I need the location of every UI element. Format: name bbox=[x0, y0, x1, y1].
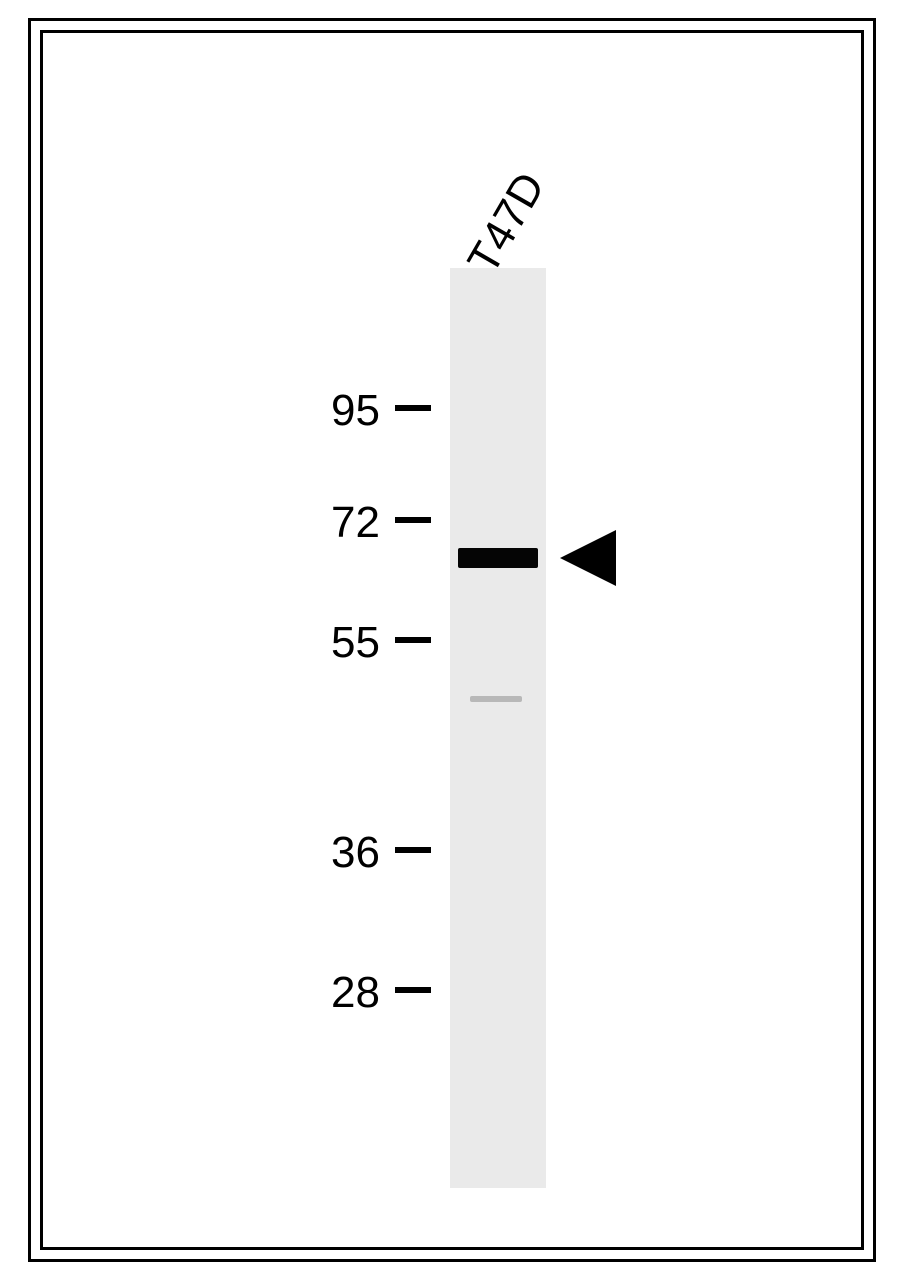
marker-label: 72 bbox=[331, 498, 380, 548]
gel-lane bbox=[450, 268, 546, 1188]
marker-label: 36 bbox=[331, 828, 380, 878]
marker-tick bbox=[395, 847, 431, 853]
marker-label: 55 bbox=[331, 618, 380, 668]
marker-tick bbox=[395, 987, 431, 993]
gel-band bbox=[470, 696, 522, 702]
marker-tick bbox=[395, 405, 431, 411]
marker-label: 28 bbox=[331, 968, 380, 1018]
marker-tick bbox=[395, 637, 431, 643]
marker-label: 95 bbox=[331, 386, 380, 436]
marker-tick bbox=[395, 517, 431, 523]
band-indicator-arrow bbox=[560, 530, 616, 586]
gel-band bbox=[458, 548, 538, 568]
